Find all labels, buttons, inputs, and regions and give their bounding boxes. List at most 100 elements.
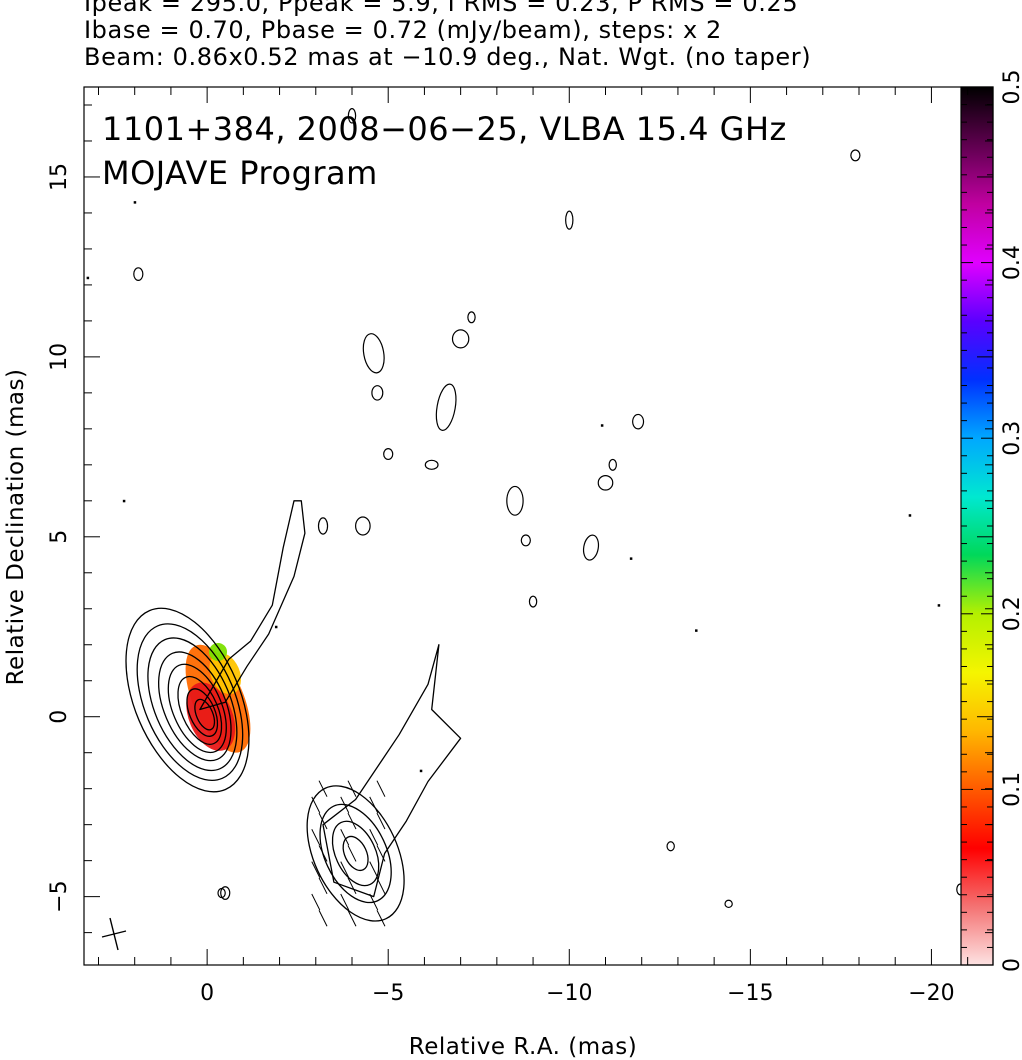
- noise-speck: [908, 514, 912, 517]
- colorbar-tick-label: 0.3: [1000, 421, 1022, 456]
- core-contour: [125, 607, 250, 793]
- polarization-vector: [340, 861, 350, 878]
- y-tick-label: 0: [47, 710, 72, 724]
- core-contour: [136, 623, 244, 781]
- core-contour: [177, 675, 223, 745]
- header-base-line: Ibase = 0.70, Pbase = 0.72 (mJy/beam), s…: [84, 16, 722, 44]
- lower-inner-contour: [319, 803, 392, 904]
- polarization-vector: [311, 861, 321, 878]
- y-tick-label: −5: [47, 880, 72, 912]
- noise-contour: [506, 485, 524, 516]
- polarization-vector: [340, 796, 350, 814]
- source-annotation: 1101+384, 2008−06−25, VLBA 15.4 GHz: [102, 110, 787, 148]
- core-contour: [167, 663, 227, 754]
- noise-contour: [347, 107, 357, 124]
- lower-inner-contour: [306, 785, 405, 922]
- header-beam-line: Beam: 0.86x0.52 mas at −10.9 deg., Nat. …: [84, 43, 812, 71]
- core-contour: [194, 698, 216, 731]
- lower-inner-contour: [342, 835, 369, 872]
- noise-contour: [850, 149, 861, 162]
- x-axis-title: Relative R.A. (mas): [409, 1034, 637, 1060]
- polarization-vector: [340, 893, 350, 911]
- noise-contour: [528, 595, 538, 608]
- polarization-vector: [318, 845, 328, 862]
- polarization-vector: [376, 845, 386, 862]
- polarization-vector: [369, 893, 379, 911]
- core-contour: [147, 637, 238, 772]
- colorbar: 0 0.1 0.2 0.3 0.4 0.5: [960, 70, 1022, 972]
- polarization-vector: [376, 780, 386, 797]
- core-contour: [158, 651, 232, 762]
- polarization-vector: [369, 861, 379, 878]
- polarization-vector: [340, 829, 350, 846]
- colorbar-tick-label: 0: [1000, 958, 1022, 972]
- tick-labels: 0 −5 −10 −15 −20 −5 0 5 10 15: [47, 163, 955, 1006]
- noise-speck: [600, 424, 604, 427]
- polarization-vector: [311, 796, 321, 814]
- polarization-vector: [311, 893, 321, 911]
- noise-contour: [467, 311, 476, 324]
- noise-contour: [220, 886, 231, 900]
- noise-contour: [383, 448, 394, 461]
- polarization-patch: [208, 642, 228, 661]
- x-tick-label: 0: [200, 981, 214, 1006]
- noise-contour: [520, 534, 531, 547]
- y-tick-label: 5: [47, 530, 72, 544]
- y-axis-title: Relative Declination (mas): [3, 369, 29, 686]
- noise-speck: [274, 625, 278, 629]
- y-tick-label: 15: [47, 163, 72, 191]
- polarization-vector: [318, 877, 328, 895]
- noise-contour: [666, 841, 675, 852]
- noise-contour: [724, 899, 733, 909]
- noise-contour: [597, 475, 614, 491]
- noise-contour: [362, 333, 385, 374]
- noise-contour: [582, 534, 600, 561]
- polarization-vector: [369, 796, 379, 814]
- colorbar-tick-label: 0.1: [1000, 772, 1022, 807]
- beam-major-axis: [109, 917, 119, 951]
- noise-speck: [695, 629, 698, 632]
- polarization-vector: [376, 812, 386, 830]
- polarization-vector: [376, 877, 386, 895]
- colorbar-tick-label: 0.5: [1000, 70, 1022, 105]
- program-annotation: MOJAVE Program: [102, 154, 378, 192]
- noise-speck: [122, 499, 126, 503]
- noise-contour: [371, 385, 384, 401]
- axis-ticks: [84, 87, 993, 965]
- plot-data-layer: [86, 107, 965, 951]
- plot-header: Ipeak = 295.0, Ppeak = 5.9, I RMS = 0.23…: [84, 0, 1014, 71]
- polarization-vector: [347, 780, 357, 797]
- noise-contour: [317, 517, 329, 535]
- noise-contour: [133, 267, 144, 282]
- header-peak-line: Ipeak = 295.0, Ppeak = 5.9, I RMS = 0.23…: [84, 0, 799, 17]
- noise-contour: [435, 383, 457, 431]
- x-tick-label: −5: [372, 981, 404, 1006]
- polarization-vector: [347, 845, 357, 862]
- noise-contour: [565, 210, 574, 230]
- noise-speck: [133, 201, 137, 204]
- plot-frame: [83, 86, 994, 966]
- lower-feature-contour: [322, 644, 462, 898]
- x-tick-label: −20: [908, 981, 954, 1006]
- noise-contour: [608, 458, 617, 471]
- polarization-vector: [318, 909, 328, 927]
- x-tick-label: −15: [727, 981, 773, 1006]
- colorbar-tick-label: 0.2: [1000, 596, 1022, 631]
- core-contour: [186, 688, 219, 737]
- noise-speck: [419, 769, 423, 773]
- noise-speck: [937, 604, 941, 607]
- polarization-vector: [376, 909, 386, 927]
- noise-contour: [451, 329, 470, 349]
- polarization-vector: [347, 909, 357, 927]
- lower-inner-contour: [331, 820, 380, 887]
- polarization-vector: [369, 829, 379, 846]
- colorbar-tick-label: 0.4: [1000, 245, 1022, 280]
- polarization-vector: [318, 780, 328, 797]
- noise-contour: [355, 516, 371, 536]
- x-tick-label: −10: [546, 981, 592, 1006]
- noise-contour: [424, 459, 439, 470]
- noise-contour: [632, 413, 645, 430]
- polarization-patch: [209, 652, 242, 695]
- polarization-vector: [347, 812, 357, 830]
- noise-speck: [86, 276, 90, 280]
